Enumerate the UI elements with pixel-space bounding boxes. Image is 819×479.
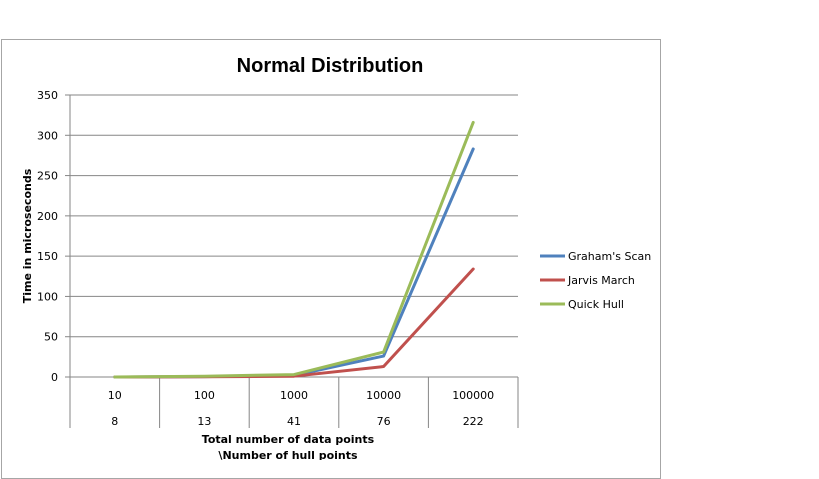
y-tick-label: 150 bbox=[37, 250, 58, 263]
x-tick-label-hull: 76 bbox=[377, 415, 391, 428]
x-tick-label: 1000 bbox=[280, 389, 308, 402]
legend-label-graham-s-scan: Graham's Scan bbox=[568, 250, 651, 263]
gridlines bbox=[70, 94, 518, 338]
y-axis-title: Time in microseconds bbox=[21, 168, 34, 303]
x-axis-title: Total number of data points bbox=[202, 433, 375, 446]
x-tick-label: 100 bbox=[194, 389, 215, 402]
chart-title: Normal Distribution bbox=[237, 55, 424, 77]
series-line-jarvis-march bbox=[113, 267, 475, 379]
y-tick-labels: 0 50 100 150 200 250 300 350 bbox=[37, 89, 58, 384]
legend-label-jarvis-march: Jarvis March bbox=[567, 274, 635, 287]
x-tick-label-hull: 222 bbox=[463, 415, 484, 428]
legend-label-quick-hull: Quick Hull bbox=[568, 298, 624, 311]
series-line-quick-hull bbox=[113, 120, 475, 379]
x-tick-label-hull: 13 bbox=[197, 415, 211, 428]
y-tick-label: 100 bbox=[37, 290, 58, 303]
y-tick-label: 200 bbox=[37, 210, 58, 223]
x-tick-label: 100000 bbox=[452, 389, 494, 402]
y-tick-label: 350 bbox=[37, 89, 58, 102]
series-lines bbox=[113, 120, 475, 379]
x-tick-labels: 10 8 100 13 1000 41 10000 76 100000 222 bbox=[108, 389, 494, 428]
y-tick-label: 300 bbox=[37, 129, 58, 142]
y-tick-label: 0 bbox=[51, 371, 58, 384]
chart-svg: Normal Distribution 0 50 100 150 200 250 300 35… bbox=[21, 55, 651, 460]
x-axis-subtitle: \Number of hull points bbox=[218, 449, 358, 460]
x-tick-label-hull: 8 bbox=[111, 415, 118, 428]
legend: Graham's Scan Jarvis March Quick Hull bbox=[540, 250, 651, 311]
x-tick-label: 10000 bbox=[366, 389, 401, 402]
x-tick-label-hull: 41 bbox=[287, 415, 301, 428]
y-tick-label: 250 bbox=[37, 170, 58, 183]
x-tick-label: 10 bbox=[108, 389, 122, 402]
y-tick-label: 50 bbox=[44, 331, 58, 344]
chart-frame bbox=[1, 39, 661, 479]
